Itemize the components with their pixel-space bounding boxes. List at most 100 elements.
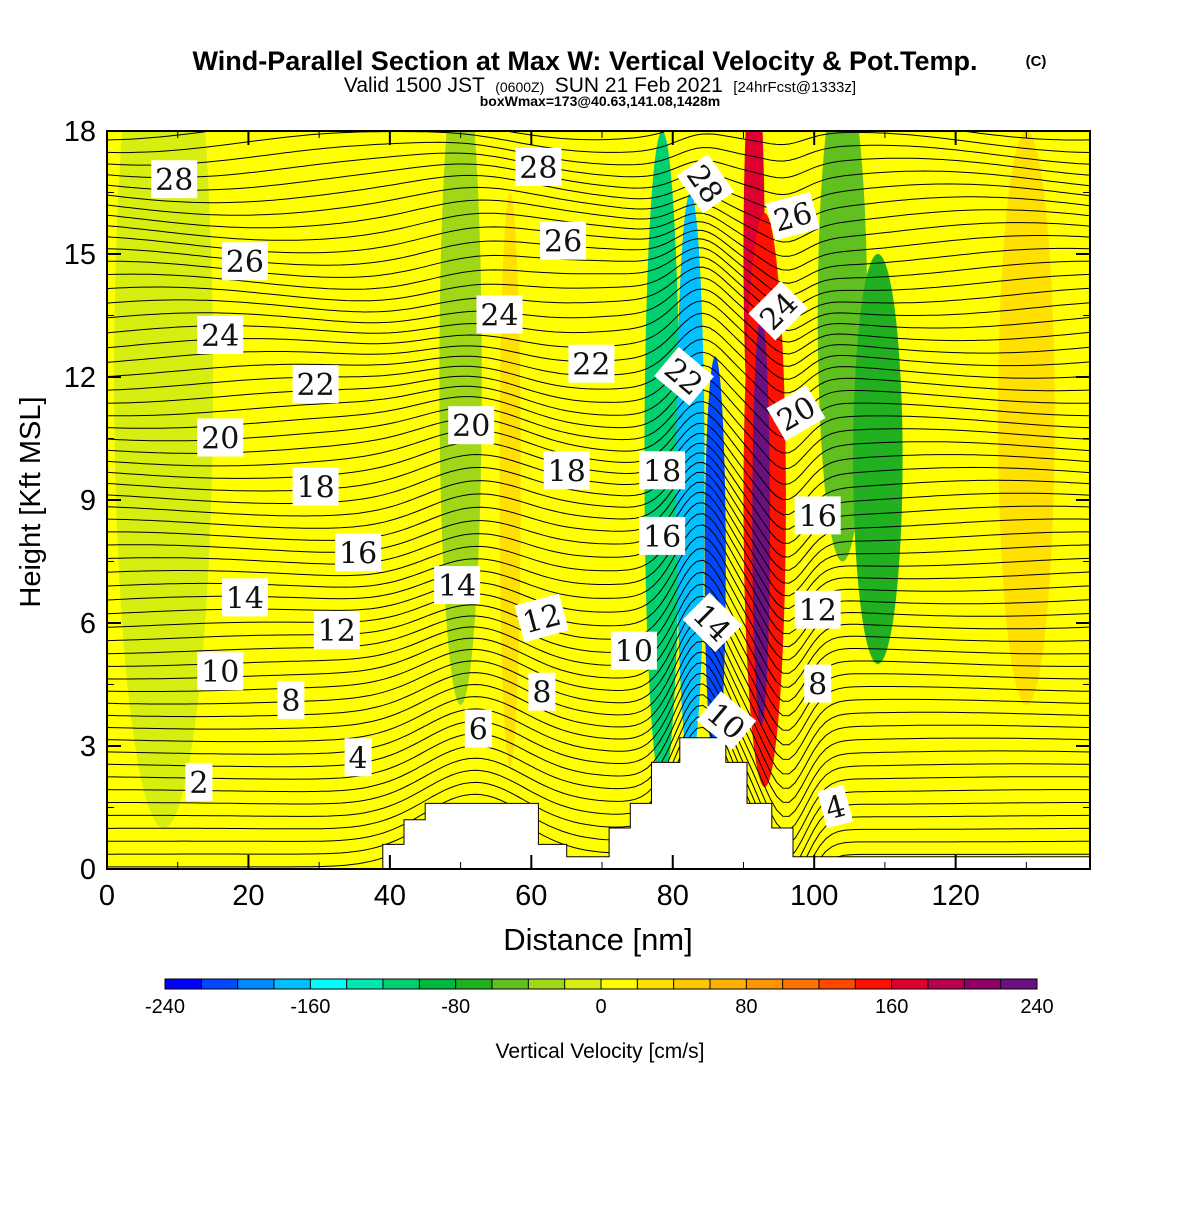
contour-label-box [676,153,735,214]
contour-label-text: 16 [799,499,837,534]
contour-line-27 [107,461,1090,571]
contour-label-20: 16 [794,496,841,535]
contour-label-box [794,590,841,629]
colorbar-swatch-13 [637,979,675,989]
contour-line-28 [107,452,1090,558]
contour-line-55 [107,152,1090,179]
contour-label-text: 28 [155,163,193,198]
contour-line-30 [107,432,1090,530]
contour-line-17 [107,571,1090,702]
y-tick-label: 12 [64,362,96,394]
contour-label-22: 14 [434,566,481,605]
contour-label-text: 4 [349,741,368,776]
contour-label-box [277,680,305,719]
contour-label-box [197,418,244,457]
contour-label-box [748,280,808,341]
contour-label-4: 26 [540,221,587,260]
colorbar-swatch-7 [419,979,457,989]
colorbar-swatch-10 [528,979,566,989]
colorbar-swatch-3 [274,979,311,989]
contour-label-box [817,784,854,829]
contour-label-text: 22 [572,348,610,383]
contour-line-6 [107,694,1090,859]
colorbar-tick-label: -80 [441,996,470,1018]
contour-label-box [197,316,244,354]
contour-label-text: 12 [799,594,837,629]
y-tick-label: 9 [80,485,96,517]
contour-label-text: 2 [189,766,208,801]
w-cell-9 [114,131,214,828]
contour-line-12 [107,629,1090,775]
contour-label-box [151,160,198,199]
contour-line-21 [107,524,1090,648]
contour-label-text: 14 [226,581,264,616]
contour-line-46 [107,247,1090,308]
contour-label-text: 28 [519,151,557,186]
contour-line-20 [107,535,1090,661]
contour-label-box [292,365,339,404]
contour-label-box [197,652,244,691]
terrain-mask [382,737,1091,870]
colorbar-tick-label: 240 [1020,996,1053,1018]
subtitle-date: SUN 21 Feb 2021 [555,74,723,97]
colorbar-swatch-23 [1000,979,1038,989]
contour-line-49 [107,221,1090,271]
contour-label-12: 20 [197,418,244,457]
contour-label-box [221,242,268,281]
contour-line-52 [107,186,1090,228]
contour-label-box [335,533,382,572]
chart-subtitle: Valid 1500 JST (0600Z) SUN 21 Feb 2021 [… [344,74,856,97]
contour-line-7 [107,683,1090,845]
contour-label-text: 16 [643,520,681,555]
contour-label-box [765,191,820,241]
contour-label-34: 4 [344,738,372,777]
contour-label-0: 28 [151,160,198,199]
contour-line-25 [107,481,1090,597]
colorbar-swatch-22 [964,979,1002,989]
contour-line-9 [107,662,1090,817]
colorbar-swatch-0 [165,979,202,989]
y-axis-label: Height [Kft MSL] [15,396,47,607]
contour-line-29 [107,442,1090,544]
contour-label-box [464,709,492,748]
contour-line-23 [107,502,1090,622]
contour-label-box [639,451,686,490]
colorbar-label: Vertical Velocity [cm/s] [496,1040,705,1063]
contour-line-47 [107,238,1090,297]
contour-line-44 [107,266,1090,332]
contour-line-1 [107,749,1090,869]
x-tick-label: 40 [374,880,406,912]
contour-label-text: 10 [201,655,239,690]
contour-label-text: 26 [226,245,264,280]
w-cell-11 [998,131,1055,705]
contour-label-box [696,691,757,750]
contour-line-37 [107,351,1090,423]
colorbar-swatch-8 [455,979,493,989]
contour-line-32 [107,412,1090,501]
y-tick-label: 3 [80,731,96,763]
contour-line-31 [107,422,1090,516]
contour-label-box [185,762,213,801]
contour-label-text: 10 [615,635,653,670]
y-tick-label: 15 [64,239,96,271]
colorbar-swatch-6 [383,979,420,989]
colorbar-swatch-20 [891,979,929,989]
contour-label-27: 10 [197,652,244,691]
contour-label-30: 8 [277,680,305,719]
contour-label-1: 28 [515,147,562,186]
contour-label-31: 8 [528,672,556,711]
contour-label-15: 18 [292,467,339,506]
contour-line-18 [107,559,1090,688]
contour-label-box [654,346,714,406]
contour-label-box [448,406,495,445]
contour-label-box [568,344,615,383]
chart-subtitle-2: boxWmax=173@40.63,141.08,1428m [480,93,721,109]
contour-line-53 [107,174,1090,212]
contour-label-text: 14 [438,569,476,604]
contour-label-10: 22 [568,344,615,383]
contour-label-text: 24 [480,299,518,334]
contour-line-26 [107,471,1090,584]
colorbar-tick-label: 80 [735,996,757,1018]
colorbar: -240 -160 -80 0 80 160 240 [145,978,1054,1018]
contour-label-13: 20 [448,406,495,445]
